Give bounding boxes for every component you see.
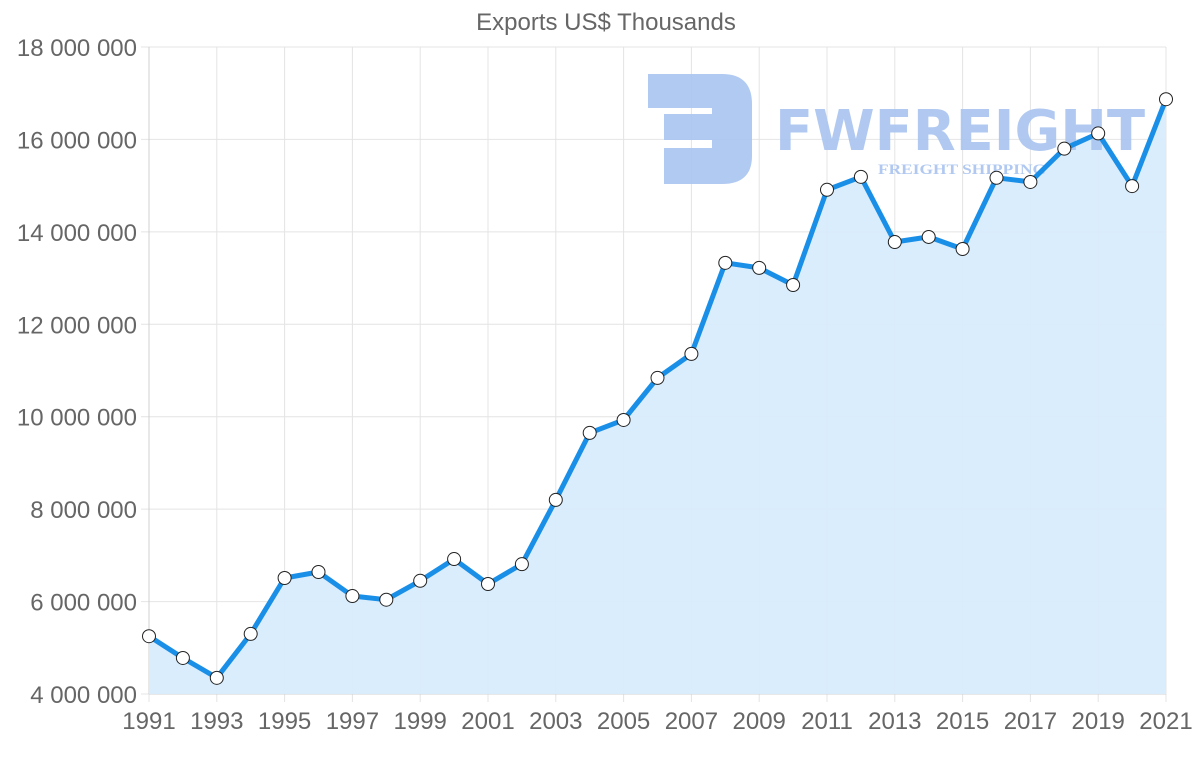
data-point-1998[interactable] [379,592,394,607]
x-tick-label: 1993 [190,708,243,735]
x-tick-label: 1991 [122,708,175,735]
watermark-tagline: FREIGHT SHIPPING [878,162,1046,178]
data-point-1996[interactable] [311,564,326,579]
data-point-1995[interactable] [277,571,292,586]
data-point-2016[interactable] [989,170,1004,185]
data-points [142,92,1173,685]
x-tick-label: 2007 [665,708,718,735]
y-tick-label: 14 000 000 [17,220,137,247]
data-point-2001[interactable] [481,577,495,592]
data-point-2013[interactable] [887,235,902,250]
x-tick-label: 2005 [597,708,650,735]
chart-title: Exports US$ Thousands [476,9,736,36]
watermark-logo: FWFREIGHT FREIGHT SHIPPING [648,74,1145,184]
data-point-2018[interactable] [1057,141,1072,156]
data-point-1992[interactable] [175,650,190,665]
x-tick-label: 2001 [461,708,514,735]
data-point-2011[interactable] [820,182,834,197]
data-point-1997[interactable] [345,589,360,604]
data-point-2000[interactable] [447,552,462,567]
data-point-2004[interactable] [582,425,597,440]
y-tick-label: 16 000 000 [17,127,137,154]
data-point-2002[interactable] [514,557,529,572]
x-tick-label: 2015 [936,708,989,735]
x-tick-label: 1999 [394,708,447,735]
fw-logo-icon [648,74,752,184]
x-tick-label: 1995 [258,708,311,735]
x-tick-label: 1997 [326,708,379,735]
data-point-1991[interactable] [142,629,156,644]
x-axis: 1991 1993 1995 1997 1999 2001 2003 2005 2007 2009… [122,708,1192,735]
x-tick-label: 2019 [1072,708,1125,735]
data-point-2005[interactable] [616,412,631,427]
data-point-2008[interactable] [718,255,733,270]
y-tick-label: 6 000 000 [30,590,137,617]
data-point-2019[interactable] [1091,126,1106,141]
data-point-1994[interactable] [243,626,258,641]
y-tick-label: 12 000 000 [17,312,137,339]
x-tick-label: 2009 [733,708,786,735]
data-point-2020[interactable] [1125,179,1140,194]
watermark-brand: FWFREIGHT [775,99,1145,164]
data-point-2015[interactable] [955,241,970,256]
data-point-2010[interactable] [786,278,801,293]
x-tick-label: 2003 [529,708,582,735]
x-tick-label: 2017 [1004,708,1057,735]
data-point-2006[interactable] [650,370,665,385]
data-point-2014[interactable] [921,229,936,244]
x-tick-label: 2011 [801,708,853,735]
data-point-1993[interactable] [209,670,224,685]
data-point-2021[interactable] [1159,92,1173,107]
data-point-2009[interactable] [752,260,767,275]
data-point-2003[interactable] [548,492,563,507]
y-tick-label: 4 000 000 [30,682,137,709]
y-tick-label: 18 000 000 [17,35,137,62]
y-tick-label: 8 000 000 [30,497,137,524]
x-tick-label: 2013 [868,708,921,735]
area-fill [149,99,1166,694]
y-tick-label: 10 000 000 [17,405,137,432]
y-axis: 4 000 000 6 000 000 8 000 000 10 000 000 12 … [17,35,137,709]
x-tick-label: 2021 [1139,708,1192,735]
data-point-2007[interactable] [684,346,699,361]
data-point-2017[interactable] [1023,174,1038,189]
data-point-2012[interactable] [853,169,868,184]
data-point-1999[interactable] [413,573,428,588]
